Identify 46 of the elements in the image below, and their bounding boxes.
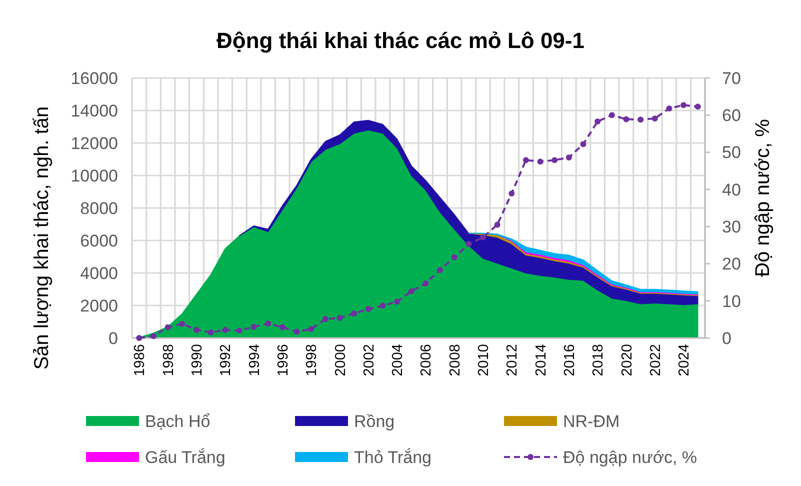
y-axis-title: Sản lượng khai thác, ngh. tấn <box>31 106 53 370</box>
chart-title: Động thái khai thác các mỏ Lô 09-1 <box>216 28 584 53</box>
x-tick-label: 1988 <box>160 344 177 376</box>
y2-tick-label: 10 <box>722 292 741 311</box>
y2-tick-label: 50 <box>722 143 741 162</box>
x-tick-label: 2014 <box>533 344 550 376</box>
y2-tick-label: 70 <box>722 68 741 88</box>
legend-label: Thỏ Trắng <box>354 448 432 467</box>
x-tick-label: 2006 <box>418 344 435 376</box>
x-tick-label: 2016 <box>562 344 578 376</box>
x-tick-label: 1986 <box>132 344 148 376</box>
y-tick-label: 10000 <box>70 166 118 186</box>
y2-tick-label: 0 <box>722 328 732 348</box>
legend-label: Bạch Hổ <box>145 412 210 431</box>
x-tick-label: 2022 <box>648 344 664 376</box>
x-tick-label: 1998 <box>304 344 320 376</box>
x-tick-label: 2024 <box>676 344 693 376</box>
y-tick-label: 16000 <box>70 68 118 88</box>
x-tick-label: 2008 <box>447 344 464 376</box>
y-tick-label: 8000 <box>80 198 118 218</box>
y-tick-label: 6000 <box>80 231 118 250</box>
y2-tick-label: 40 <box>722 180 741 200</box>
x-tick-label: 1992 <box>218 344 234 376</box>
legend-label: Độ ngập nước, % <box>563 448 698 467</box>
y2-tick-label: 20 <box>722 254 741 274</box>
x-tick-label: 2020 <box>619 344 636 376</box>
x-tick-label: 1994 <box>246 344 263 376</box>
legend-label: NR-ĐM <box>563 412 620 431</box>
x-tick-label: 2000 <box>332 344 349 376</box>
x-tick-label: 2010 <box>476 344 492 376</box>
y-tick-label: 14000 <box>70 101 118 120</box>
x-tick-label: 1996 <box>275 344 292 376</box>
x-tick-label: 2002 <box>361 344 378 376</box>
x-tick-label: 2004 <box>390 344 406 376</box>
y-tick-label: 2000 <box>80 296 118 316</box>
x-tick-label: 2018 <box>590 344 607 376</box>
x-tick-label: 2012 <box>504 344 521 376</box>
legend-label: Rồng <box>354 412 395 431</box>
y-tick-label: 0 <box>108 328 118 348</box>
y2-axis-title: Độ ngập nước, % <box>752 118 774 277</box>
y2-tick-label: 60 <box>722 106 741 126</box>
y-tick-label: 12000 <box>70 134 118 153</box>
legend-label: Gấu Trắng <box>145 448 226 467</box>
y2-tick-label: 30 <box>722 218 741 237</box>
y-tick-label: 4000 <box>80 264 118 283</box>
x-tick-label: 1990 <box>190 344 206 376</box>
